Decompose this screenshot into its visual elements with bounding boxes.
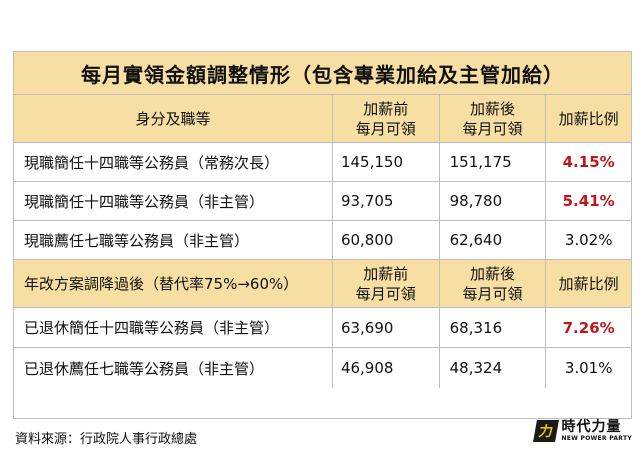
row-after: 151,175 — [440, 143, 547, 181]
row-before: 46,908 — [333, 348, 440, 388]
header-before-line1: 加薪前 — [363, 264, 409, 283]
row-before: 60,800 — [333, 221, 440, 259]
row-ratio: 5.41% — [562, 192, 615, 210]
table-row: 已退休簡任十四職等公務員（非主管） 63,690 68,316 7.26% — [14, 308, 631, 348]
row-identity: 已退休薦任七職等公務員（非主管） — [14, 348, 333, 388]
header-before: 加薪前 每月可領 — [333, 95, 440, 142]
header-before-line1: 加薪前 — [363, 99, 409, 118]
header-after-line1: 加薪後 — [469, 99, 515, 118]
row-ratio: 3.02% — [564, 231, 613, 249]
table-row: 現職簡任十四職等公務員（常務次長） 145,150 151,175 4.15% — [14, 143, 631, 182]
row-after: 62,640 — [440, 221, 547, 259]
logo-name-cn: 時代力量 — [561, 419, 622, 435]
logo-name-en: NEW POWER PARTY — [561, 435, 632, 442]
header-identity-retired: 年改方案調降過後（替代率75%→60%） — [14, 260, 333, 307]
row-before: 145,150 — [333, 143, 440, 181]
table-title: 每月實領金額調整情形（包含專業加給及主管加給） — [14, 52, 631, 95]
row-after: 68,316 — [440, 308, 547, 347]
row-after: 48,324 — [440, 348, 547, 388]
logo-text: 時代力量 NEW POWER PARTY — [561, 420, 632, 442]
header-before: 加薪前 每月可領 — [333, 260, 440, 307]
header-ratio: 加薪比例 — [558, 275, 619, 293]
party-logo: 力 時代力量 NEW POWER PARTY — [533, 420, 632, 442]
header-after-line2: 每月可領 — [462, 119, 523, 138]
header-before-line2: 每月可領 — [355, 119, 416, 138]
header-after: 加薪後 每月可領 — [440, 95, 547, 142]
row-ratio: 7.26% — [562, 318, 615, 337]
header-after-line1: 加薪後 — [469, 264, 515, 283]
table-row: 現職薦任七職等公務員（非主管） 60,800 62,640 3.02% — [14, 221, 631, 260]
header-ratio: 加薪比例 — [558, 110, 619, 128]
row-identity: 現職簡任十四職等公務員（常務次長） — [14, 143, 333, 181]
header-after-line2: 每月可領 — [462, 284, 523, 303]
header-row-retired: 年改方案調降過後（替代率75%→60%） 加薪前 每月可領 加薪後 每月可領 加… — [14, 260, 631, 308]
source-note: 資料來源：行政院人事行政總處 — [15, 432, 198, 447]
header-after: 加薪後 每月可領 — [440, 260, 547, 307]
table-row: 已退休薦任七職等公務員（非主管） 46,908 48,324 3.01% — [14, 348, 631, 388]
header-before-line2: 每月可領 — [355, 284, 416, 303]
row-identity: 現職簡任十四職等公務員（非主管） — [14, 182, 333, 220]
row-before: 93,705 — [333, 182, 440, 220]
logo-mark-icon: 力 — [533, 420, 560, 442]
salary-table: 每月實領金額調整情形（包含專業加給及主管加給） 身分及職等 加薪前 每月可領 加… — [13, 51, 632, 419]
row-ratio: 3.01% — [564, 359, 613, 377]
row-before: 63,690 — [333, 308, 440, 347]
header-row-current: 身分及職等 加薪前 每月可領 加薪後 每月可領 加薪比例 — [14, 95, 631, 143]
table-row: 現職簡任十四職等公務員（非主管） 93,705 98,780 5.41% — [14, 182, 631, 221]
row-identity: 已退休簡任十四職等公務員（非主管） — [14, 308, 333, 347]
row-after: 98,780 — [440, 182, 547, 220]
header-identity: 身分及職等 — [14, 95, 333, 142]
row-ratio: 4.15% — [562, 153, 615, 171]
row-identity: 現職薦任七職等公務員（非主管） — [14, 221, 333, 259]
